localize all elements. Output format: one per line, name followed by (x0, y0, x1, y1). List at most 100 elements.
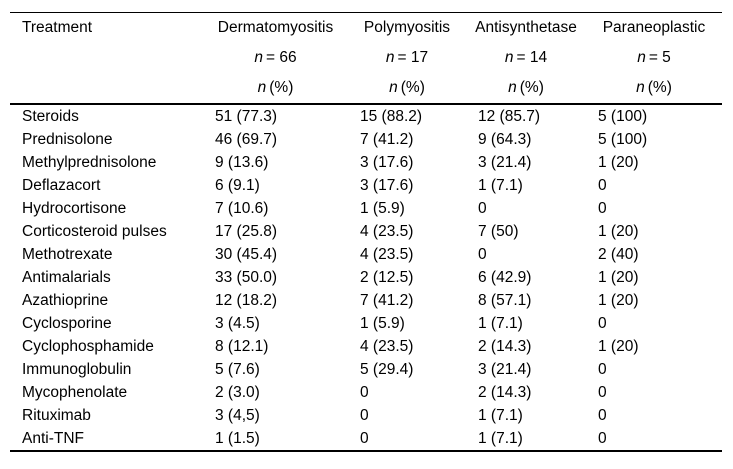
treatment-cell: Mycophenolate (22, 384, 128, 401)
table-header: Treatment Dermatomyositis n = 66 n (%) Pol… (10, 13, 722, 105)
table-row: Methylprednisolone 9 (13.6) 3 (17.6) 3 (… (10, 151, 722, 174)
antisynthetase-value: 12 (85.7) (478, 108, 541, 125)
antisynthetase-value: 9 (64.3) (478, 131, 532, 148)
antisynthetase-value: 8 (57.1) (478, 292, 532, 309)
table-row: Cyclosporine 3 (4.5) 1 (5.9) 1 (7.1) 0 (10, 312, 722, 335)
pct-label: (%) (647, 79, 672, 96)
polymyositis-value: 7 (41.2) (360, 131, 414, 148)
paraneoplastic-value: 0 (598, 407, 607, 424)
treatment-cell: Rituximab (22, 407, 91, 424)
dermatomyositis-value: 5 (7.6) (215, 361, 260, 378)
paraneoplastic-value: 1 (20) (598, 338, 639, 355)
dermatomyositis-value: 9 (13.6) (215, 154, 269, 171)
table-row: Immunoglobulin 5 (7.6) 5 (29.4) 3 (21.4)… (10, 358, 722, 381)
dermatomyositis-value: 2 (3.0) (215, 384, 260, 401)
polymyositis-value: 7 (41.2) (360, 292, 414, 309)
pct-label: (%) (400, 79, 425, 96)
table-row: Deflazacort 6 (9.1) 3 (17.6) 1 (7.1) 0 (10, 174, 722, 197)
n-symbol: n (257, 79, 267, 96)
antisynthetase-value: 3 (21.4) (478, 361, 532, 378)
column-header-dermatomyositis: Dermatomyositis n = 66 n (%) (203, 13, 348, 105)
treatment-cell: Hydrocortisone (22, 200, 127, 217)
dermatomyositis-value: 12 (18.2) (215, 292, 278, 309)
treatment-cell: Anti-TNF (22, 430, 84, 447)
table-row: Methotrexate 30 (45.4) 4 (23.5) 0 2 (40) (10, 243, 722, 266)
n-count: = 14 (516, 49, 548, 66)
group-name: Dermatomyositis (217, 19, 334, 36)
group-name: Antisynthetase (475, 19, 577, 36)
polymyositis-value: 2 (12.5) (360, 269, 414, 286)
paraneoplastic-value: 0 (598, 361, 607, 378)
table-body: Steroids 51 (77.3) 15 (88.2) 12 (85.7) 5… (10, 104, 722, 451)
group-name: Paraneoplastic (602, 19, 706, 36)
treatment-cell: Methylprednisolone (22, 154, 157, 171)
antisynthetase-value: 1 (7.1) (478, 430, 523, 447)
treatment-cell: Cyclosporine (22, 315, 112, 332)
table-row: Cyclophosphamide 8 (12.1) 4 (23.5) 2 (14… (10, 335, 722, 358)
n-count: = 5 (648, 49, 671, 66)
paraneoplastic-value: 1 (20) (598, 154, 639, 171)
paraneoplastic-value: 1 (20) (598, 292, 639, 309)
antisynthetase-value: 6 (42.9) (478, 269, 532, 286)
treatment-header-label: Treatment (22, 19, 93, 36)
treatment-cell: Methotrexate (22, 246, 113, 263)
antisynthetase-value: 1 (7.1) (478, 407, 523, 424)
column-header-paraneoplastic: Paraneoplastic n = 5 n (%) (586, 13, 722, 105)
dermatomyositis-value: 3 (4,5) (215, 407, 260, 424)
n-symbol: n (385, 49, 395, 66)
group-n: n = 14 (466, 43, 586, 73)
antisynthetase-value: 7 (50) (478, 223, 519, 240)
polymyositis-value: 15 (88.2) (360, 108, 423, 125)
treatment-cell: Cyclophosphamide (22, 338, 154, 355)
n-symbol: n (508, 79, 517, 96)
antisynthetase-value: 3 (21.4) (478, 154, 532, 171)
polymyositis-value: 5 (29.4) (360, 361, 414, 378)
dermatomyositis-value: 46 (69.7) (215, 131, 278, 148)
table-row: Rituximab 3 (4,5) 0 1 (7.1) 0 (10, 404, 722, 427)
dermatomyositis-value: 3 (4.5) (215, 315, 260, 332)
n-symbol: n (636, 79, 645, 96)
treatment-cell: Azathioprine (22, 292, 109, 309)
dermatomyositis-value: 51 (77.3) (215, 108, 278, 125)
header-row: Treatment Dermatomyositis n = 66 n (%) Pol… (10, 13, 722, 105)
treatment-cell: Immunoglobulin (22, 361, 132, 378)
treatment-cell: Steroids (22, 108, 79, 125)
n-symbol: n (504, 49, 514, 66)
antisynthetase-value: 1 (7.1) (478, 177, 523, 194)
polymyositis-value: 1 (5.9) (360, 315, 405, 332)
paraneoplastic-value: 1 (20) (598, 223, 639, 240)
dermatomyositis-value: 17 (25.8) (215, 223, 278, 240)
treatment-cell: Corticosteroid pulses (22, 223, 167, 240)
group-name: Polymyositis (363, 19, 451, 36)
antisynthetase-value: 2 (14.3) (478, 338, 532, 355)
group-n-pct: n (%) (348, 73, 466, 103)
paraneoplastic-value: 1 (20) (598, 269, 639, 286)
table-row: Corticosteroid pulses 17 (25.8) 4 (23.5)… (10, 220, 722, 243)
treatment-cell: Prednisolone (22, 131, 113, 148)
paraneoplastic-value: 0 (598, 384, 607, 401)
polymyositis-value: 3 (17.6) (360, 154, 414, 171)
dermatomyositis-value: 30 (45.4) (215, 246, 278, 263)
pct-label: (%) (269, 79, 294, 96)
group-n-pct: n (%) (203, 73, 348, 103)
pct-label: (%) (519, 79, 544, 96)
polymyositis-value: 4 (23.5) (360, 338, 414, 355)
polymyositis-value: 4 (23.5) (360, 246, 414, 263)
n-symbol: n (389, 79, 398, 96)
n-count: = 17 (397, 49, 429, 66)
paraneoplastic-value: 0 (598, 430, 607, 447)
group-n: n = 17 (348, 43, 466, 73)
dermatomyositis-value: 1 (1.5) (215, 430, 260, 447)
polymyositis-value: 0 (360, 407, 369, 424)
antisynthetase-value: 0 (478, 246, 487, 263)
n-count: = 66 (266, 49, 297, 66)
antisynthetase-value: 2 (14.3) (478, 384, 532, 401)
table-row: Anti-TNF 1 (1.5) 0 1 (7.1) 0 (10, 427, 722, 451)
paraneoplastic-value: 0 (598, 177, 607, 194)
paraneoplastic-value: 5 (100) (598, 131, 648, 148)
table-row: Azathioprine 12 (18.2) 7 (41.2) 8 (57.1)… (10, 289, 722, 312)
table-row: Mycophenolate 2 (3.0) 0 2 (14.3) 0 (10, 381, 722, 404)
dermatomyositis-value: 6 (9.1) (215, 177, 260, 194)
table-row: Steroids 51 (77.3) 15 (88.2) 12 (85.7) 5… (10, 104, 722, 128)
treatment-column-header: Treatment (10, 13, 203, 105)
